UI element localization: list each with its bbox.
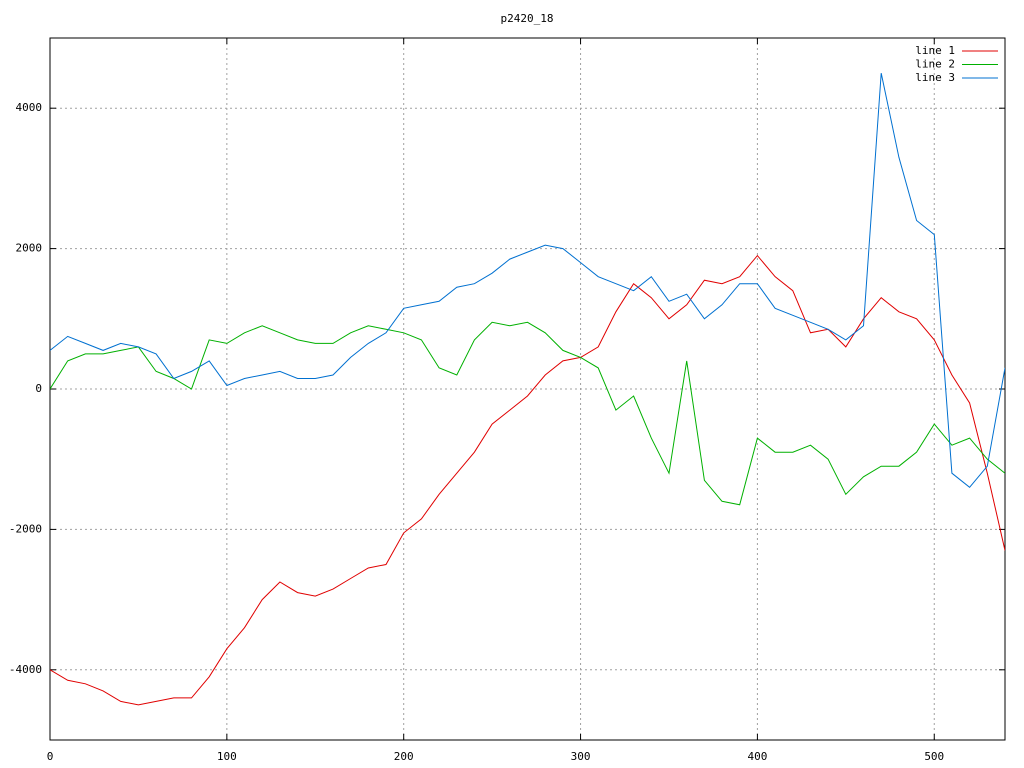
y-tick-label: 2000 — [16, 242, 43, 255]
data-line — [50, 254, 1005, 706]
x-tick-label: 100 — [217, 750, 237, 763]
x-tick-label: 300 — [571, 750, 591, 763]
y-tick-label: 4000 — [16, 101, 43, 114]
legend-label: line 3 — [915, 71, 955, 84]
y-tick-label: -2000 — [9, 522, 42, 535]
chart-title: p2420_18 — [501, 12, 554, 25]
y-tick-label: -4000 — [9, 663, 42, 676]
x-tick-label: 400 — [747, 750, 767, 763]
legend-label: line 2 — [915, 58, 955, 71]
x-tick-label: 0 — [47, 750, 54, 763]
x-tick-label: 200 — [394, 750, 414, 763]
plot-area — [50, 72, 1005, 706]
y-tick-label: 0 — [35, 382, 42, 395]
x-tick-label: 500 — [924, 750, 944, 763]
data-line — [50, 321, 1005, 506]
data-line — [50, 72, 1005, 488]
legend-label: line 1 — [915, 44, 955, 57]
